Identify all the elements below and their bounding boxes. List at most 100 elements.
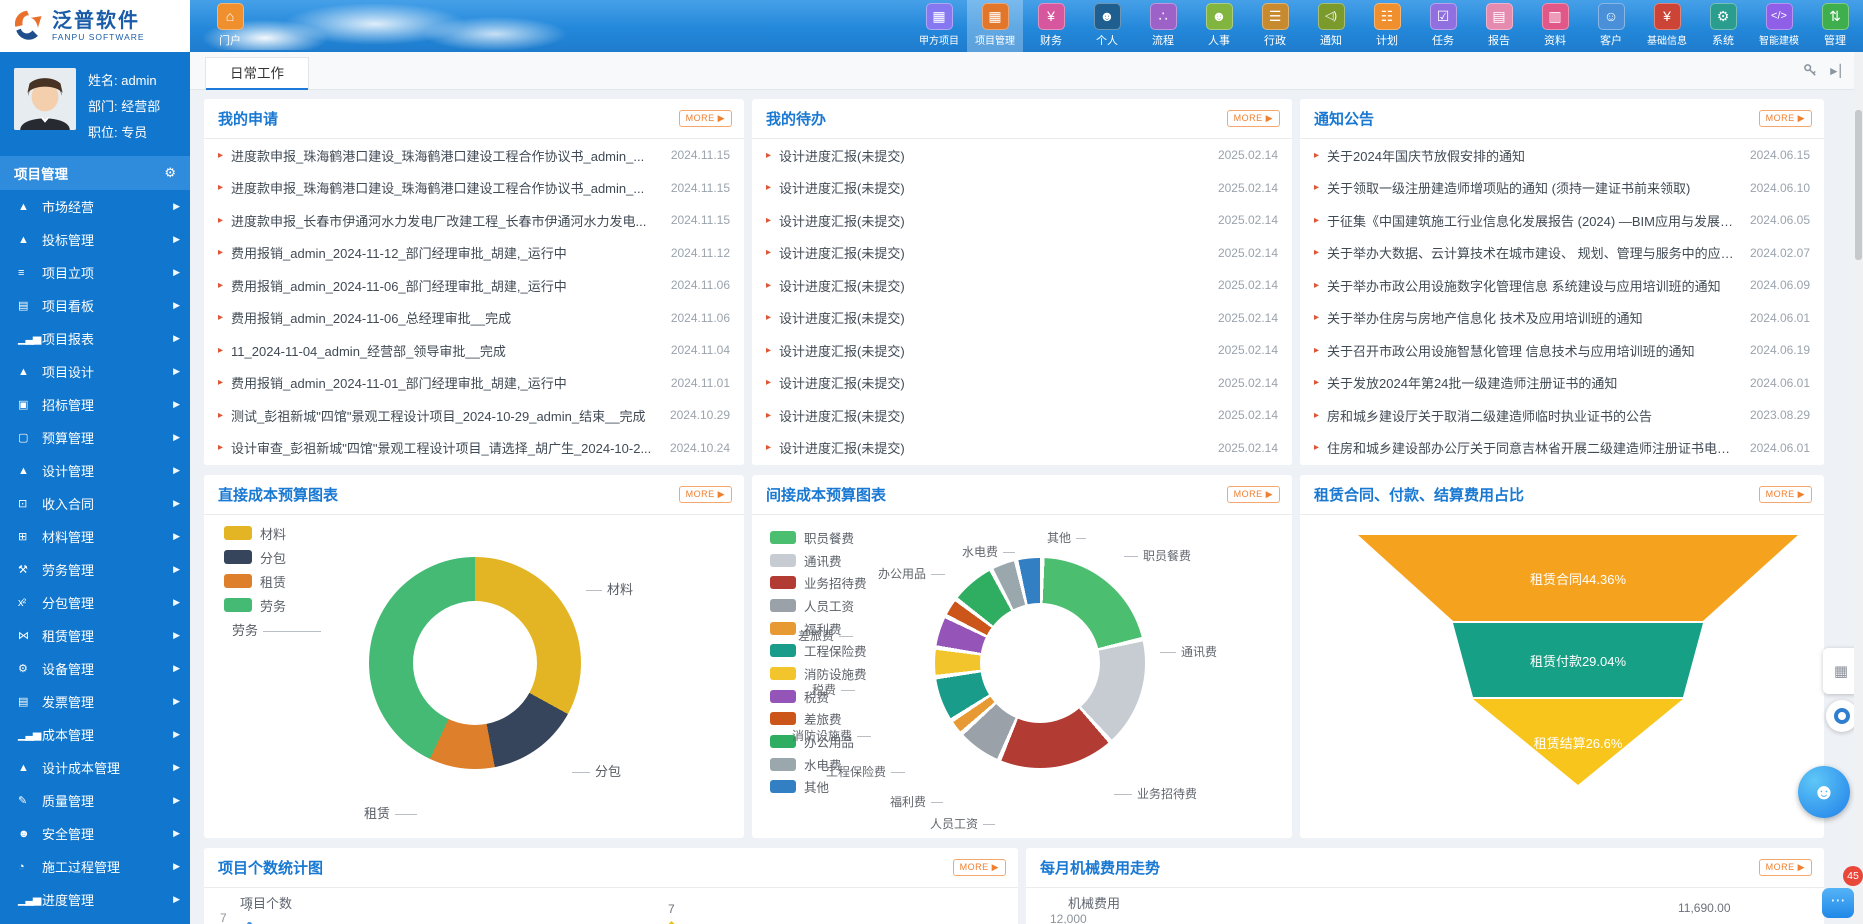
list-item[interactable]: ▸设计进度汇报(未提交)2025.02.14 <box>752 269 1292 302</box>
sidebar-item[interactable]: ☻安全管理▶ <box>0 817 190 850</box>
list-item[interactable]: ▸费用报销_admin_2024-11-06_部门经理审批_胡建,_运行中202… <box>204 269 744 302</box>
list-item[interactable]: ▸设计进度汇报(未提交)2025.02.14 <box>752 367 1292 400</box>
key-icon[interactable] <box>1803 63 1818 78</box>
list-item[interactable]: ▸费用报销_admin_2024-11-06_总经理审批__完成2024.11.… <box>204 302 744 335</box>
sidebar-item[interactable]: ◔施工过程管理▶ <box>0 850 190 883</box>
list-item[interactable]: ▸设计进度汇报(未提交)2025.02.14 <box>752 172 1292 205</box>
scrollbar-track[interactable] <box>1854 52 1863 924</box>
list-item[interactable]: ▸房和城乡建设厅关于取消二级建造师临时执业证书的公告2023.08.29 <box>1300 399 1824 432</box>
list-item[interactable]: ▸设计进度汇报(未提交)2025.02.14 <box>752 139 1292 172</box>
legend-item[interactable]: 业务招待费 <box>770 571 867 594</box>
list-item[interactable]: ▸设计进度汇报(未提交)2025.02.14 <box>752 432 1292 465</box>
legend-item[interactable]: 人员工资 <box>770 594 867 617</box>
gear-icon[interactable]: ⚙ <box>164 165 176 181</box>
sidebar-section-header[interactable]: 项目管理 ⚙ <box>0 156 190 190</box>
sidebar-item[interactable]: ▯证件管理▶ <box>0 916 190 924</box>
more-button[interactable]: MORE ▶ <box>1759 486 1812 503</box>
sidebar-item[interactable]: ≡项目立项▶ <box>0 256 190 289</box>
sidebar-item[interactable]: x²分包管理▶ <box>0 586 190 619</box>
chat-button[interactable]: ⋯ <box>1822 888 1854 918</box>
more-button[interactable]: MORE ▶ <box>679 486 732 503</box>
topnav-item[interactable]: ☑任务 <box>1415 0 1471 52</box>
list-item[interactable]: ▸费用报销_admin_2024-11-01_部门经理审批_胡建,_运行中202… <box>204 367 744 400</box>
topnav-item[interactable]: ☷计划 <box>1359 0 1415 52</box>
legend-item[interactable]: 分包 <box>224 545 286 569</box>
legend-item[interactable]: 劳务 <box>224 593 286 617</box>
sidebar-item[interactable]: ⚒劳务管理▶ <box>0 553 190 586</box>
list-item[interactable]: ▸关于召开市政公用设施智慧化管理 信息技术与应用培训班的通知2024.06.19 <box>1300 334 1824 367</box>
topnav-item[interactable]: ◁)通知 <box>1303 0 1359 52</box>
sidebar-item[interactable]: ▢预算管理▶ <box>0 421 190 454</box>
topnav-item[interactable]: ▥资料 <box>1527 0 1583 52</box>
sidebar-item[interactable]: ⋈租赁管理▶ <box>0 619 190 652</box>
list-item[interactable]: ▸设计进度汇报(未提交)2025.02.14 <box>752 334 1292 367</box>
topnav-item[interactable]: ¥基础信息 <box>1639 0 1695 52</box>
topnav-item[interactable]: ☻个人 <box>1079 0 1135 52</box>
sidebar-item[interactable]: ⊞材料管理▶ <box>0 520 190 553</box>
legend-item[interactable]: 职员餐费 <box>770 526 867 549</box>
list-item[interactable]: ▸进度款申报_珠海鹤港口建设_珠海鹤港口建设工程合作协议书_admin_...2… <box>204 139 744 172</box>
sidebar-item[interactable]: ▲项目设计▶ <box>0 355 190 388</box>
list-item[interactable]: ▸测试_彭祖新城"四馆"景观工程设计项目_2024-10-29_admin_结束… <box>204 399 744 432</box>
topnav-item[interactable]: ⚙系统 <box>1695 0 1751 52</box>
sidebar-item[interactable]: ▣招标管理▶ <box>0 388 190 421</box>
sidebar-item[interactable]: ⚙设备管理▶ <box>0 652 190 685</box>
more-button[interactable]: MORE ▶ <box>1227 110 1280 127</box>
data-point[interactable] <box>245 920 254 924</box>
list-item[interactable]: ▸关于发放2024年第24批一级建造师注册证书的通知2024.06.01 <box>1300 367 1824 400</box>
sidebar-item[interactable]: ▲设计成本管理▶ <box>0 751 190 784</box>
topnav-item[interactable]: ☻人事 <box>1191 0 1247 52</box>
list-item[interactable]: ▸11_2024-11-04_admin_经营部_领导审批__完成2024.11… <box>204 334 744 367</box>
list-item[interactable]: ▸住房和城乡建设部办公厅关于同意吉林省开展二级建造师注册证书电子化试点...20… <box>1300 432 1824 465</box>
list-item[interactable]: ▸设计进度汇报(未提交)2025.02.14 <box>752 237 1292 270</box>
sidebar-item[interactable]: ▤项目看板▶ <box>0 289 190 322</box>
topnav-item[interactable]: ∴流程 <box>1135 0 1191 52</box>
list-item[interactable]: ▸关于领取一级注册建造师增项贴的通知 (须持一建证书前来领取)2024.06.1… <box>1300 172 1824 205</box>
list-item[interactable]: ▸进度款申报_长春市伊通河水力发电厂改建工程_长春市伊通河水力发电...2024… <box>204 204 744 237</box>
list-item[interactable]: ▸关于举办市政公用设施数字化管理信息 系统建设与应用培训班的通知2024.06.… <box>1300 269 1824 302</box>
list-item[interactable]: ▸设计进度汇报(未提交)2025.02.14 <box>752 302 1292 335</box>
legend-item[interactable]: 材料 <box>224 521 286 545</box>
tab-daily-work[interactable]: 日常工作 <box>205 57 309 90</box>
topnav-item[interactable]: ⇅管理 <box>1807 0 1863 52</box>
legend-item[interactable]: 租赁 <box>224 569 286 593</box>
sidebar-item[interactable]: ▁▃▅成本管理▶ <box>0 718 190 751</box>
more-button[interactable]: MORE ▶ <box>1227 486 1280 503</box>
list-item[interactable]: ▸进度款申报_珠海鹤港口建设_珠海鹤港口建设工程合作协议书_admin_...2… <box>204 172 744 205</box>
topnav-item[interactable]: ☺客户 <box>1583 0 1639 52</box>
list-item[interactable]: ▸设计进度汇报(未提交)2025.02.14 <box>752 399 1292 432</box>
list-item[interactable]: ▸设计审查_彭祖新城"四馆"景观工程设计项目_请选择_胡广生_2024-10-2… <box>204 432 744 465</box>
list-item[interactable]: ▸关于2024年国庆节放假安排的通知2024.06.15 <box>1300 139 1824 172</box>
sidebar-item[interactable]: ▁▃▅项目报表▶ <box>0 322 190 355</box>
list-item[interactable]: ▸关于举办大数据、云计算技术在城市建设、 规划、管理与服务中的应用培训班...2… <box>1300 237 1824 270</box>
customer-service-button[interactable]: ☻ <box>1798 766 1850 818</box>
topnav-item[interactable]: ▦甲方项目 <box>911 0 967 52</box>
topnav-item[interactable]: ▦项目管理 <box>967 0 1023 52</box>
sidebar-item[interactable]: ▲市场经营▶ <box>0 190 190 223</box>
avatar[interactable] <box>14 68 76 130</box>
more-button[interactable]: MORE ▶ <box>1759 859 1812 876</box>
sidebar-item[interactable]: ▲投标管理▶ <box>0 223 190 256</box>
list-item[interactable]: ▸设计进度汇报(未提交)2025.02.14 <box>752 204 1292 237</box>
expand-panel-icon[interactable]: ►▏ <box>1828 64 1849 78</box>
sidebar-item[interactable]: ⊡收入合同▶ <box>0 487 190 520</box>
more-button[interactable]: MORE ▶ <box>953 859 1006 876</box>
list-item[interactable]: ▸关于举办住房与房地产信息化 技术及应用培训班的通知2024.06.01 <box>1300 302 1824 335</box>
sidebar-item[interactable]: ▁▃▅进度管理▶ <box>0 883 190 916</box>
brand-logo-area[interactable]: 泛普软件 FANPU SOFTWARE <box>0 0 190 52</box>
topnav-item[interactable]: ☰行政 <box>1247 0 1303 52</box>
sidebar-item[interactable]: ✎质量管理▶ <box>0 784 190 817</box>
scrollbar-thumb[interactable] <box>1855 110 1862 260</box>
more-button[interactable]: MORE ▶ <box>679 110 732 127</box>
sidebar-item[interactable]: ▲设计管理▶ <box>0 454 190 487</box>
sidebar-item[interactable]: ▤发票管理▶ <box>0 685 190 718</box>
list-item[interactable]: ▸于征集《中国建筑施工行业信息化发展报告 (2024) —BIM应用与发展》材料… <box>1300 204 1824 237</box>
more-button[interactable]: MORE ▶ <box>1759 110 1812 127</box>
legend-item[interactable]: 通讯费 <box>770 549 867 572</box>
list-item[interactable]: ▸费用报销_admin_2024-11-12_部门经理审批_胡建,_运行中202… <box>204 237 744 270</box>
topnav-item-home[interactable]: ⌂ 门户 <box>205 3 255 48</box>
data-point[interactable] <box>665 918 678 924</box>
topnav-item[interactable]: </>智能建模 <box>1751 0 1807 52</box>
topnav-item[interactable]: ▤报告 <box>1471 0 1527 52</box>
topnav-item[interactable]: ¥财务 <box>1023 0 1079 52</box>
